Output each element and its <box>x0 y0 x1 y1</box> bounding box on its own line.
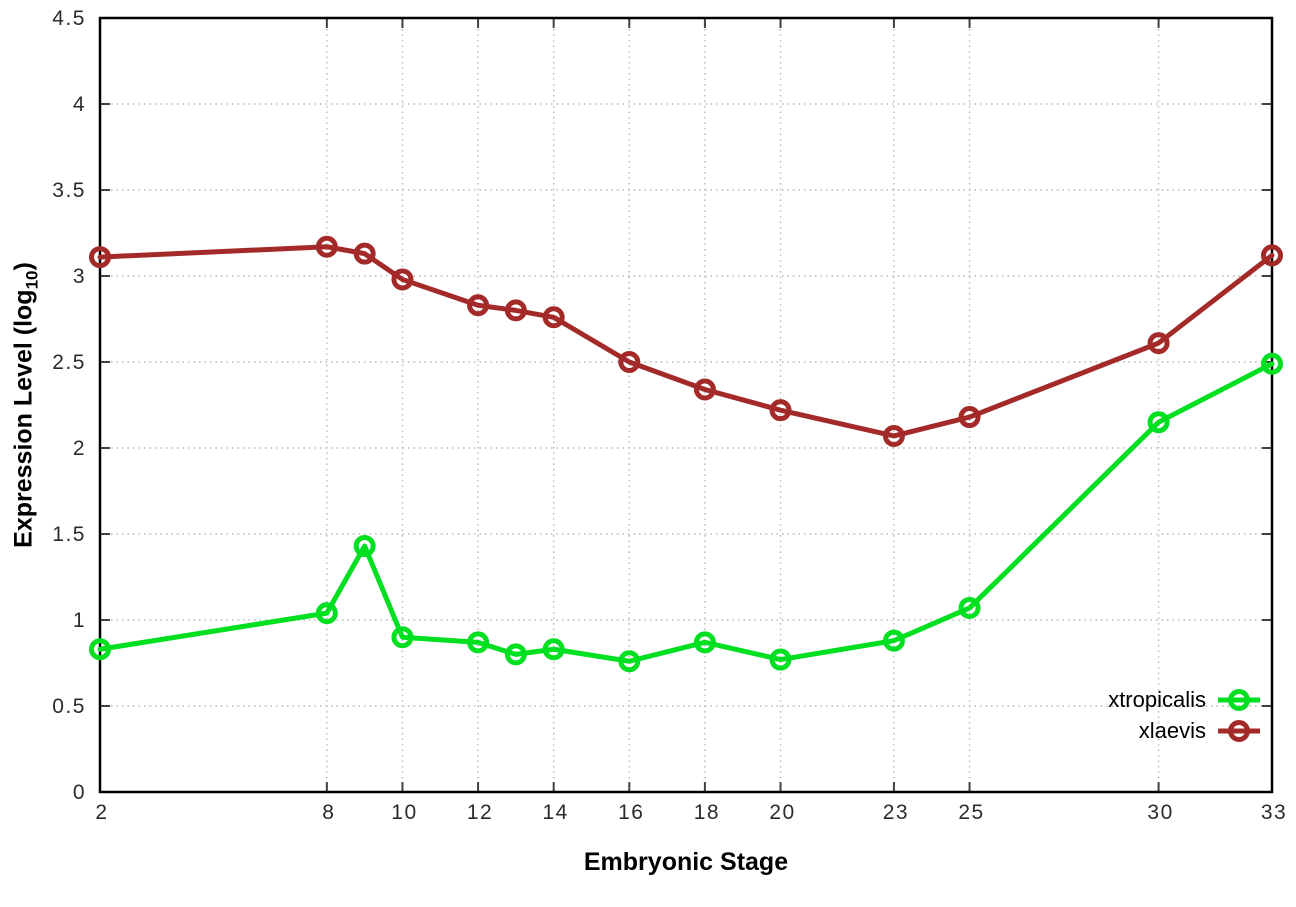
data-point-xtropicalis <box>542 638 565 661</box>
legend-item-xtropicalis: xtropicalis <box>1108 685 1262 714</box>
x-tick-label: 8 <box>322 801 335 824</box>
y-axis-title: Expression Level (log10) <box>10 262 43 548</box>
data-point-xlaevis <box>353 242 376 265</box>
x-tick-label: 12 <box>467 801 493 824</box>
data-point-xtropicalis <box>391 626 414 649</box>
legend-label-xlaevis: xlaevis <box>1138 717 1206 743</box>
x-tick-label: 10 <box>391 801 417 824</box>
y-tick-label: 4.5 <box>52 7 86 30</box>
data-point-xlaevis <box>693 378 716 401</box>
y-axis-title-close: ) <box>9 262 38 271</box>
y-tick-label: 2 <box>73 437 86 460</box>
data-point-xtropicalis <box>882 629 905 652</box>
data-point-xlaevis <box>769 399 792 422</box>
x-tick-label: 25 <box>958 801 984 824</box>
x-tick-label: 20 <box>769 801 795 824</box>
legend: xtropicalis xlaevis <box>1108 685 1262 745</box>
data-point-xtropicalis <box>693 631 716 654</box>
y-axis-title-text: Expression Level (log <box>9 289 38 548</box>
legend-marker-xtropicalis <box>1218 688 1260 711</box>
plot-border <box>98 16 1274 794</box>
x-tick-label: 16 <box>618 801 644 824</box>
series-line-xtropicalis <box>97 361 1275 664</box>
data-point-xtropicalis <box>353 535 376 558</box>
x-tick-label: 30 <box>1147 801 1173 824</box>
data-point-xtropicalis <box>504 643 527 666</box>
series-line-xlaevis <box>97 244 1275 439</box>
data-point-xlaevis <box>1147 332 1170 355</box>
legend-sample-point <box>1228 688 1250 711</box>
x-tick-label: 33 <box>1261 801 1287 824</box>
y-tick-label: 0 <box>73 781 86 804</box>
x-axis-title: Embryonic Stage <box>583 848 789 876</box>
y-tick-label: 4 <box>73 93 86 116</box>
data-point-xtropicalis <box>467 631 490 654</box>
data-point-xlaevis <box>958 406 981 429</box>
data-point-xlaevis <box>1261 244 1283 267</box>
data-point-xlaevis <box>618 351 641 373</box>
data-point-xtropicalis <box>618 650 641 673</box>
data-point-xtropicalis <box>1147 411 1170 434</box>
legend-sample-point <box>1228 719 1250 742</box>
y-tick-label: 3.5 <box>52 179 86 202</box>
data-point-xlaevis <box>504 299 527 322</box>
data-point-xlaevis <box>391 268 414 291</box>
y-tick-label: 0.5 <box>52 695 86 718</box>
y-tick-label: 1 <box>73 609 86 632</box>
legend-item-xlaevis: xlaevis <box>1139 716 1262 745</box>
data-point-xtropicalis <box>769 648 792 671</box>
data-point-xlaevis <box>542 306 565 329</box>
data-point-xtropicalis <box>315 602 338 625</box>
x-tick-label: 23 <box>883 801 909 824</box>
data-point-xlaevis <box>315 235 338 258</box>
data-point-xlaevis <box>882 424 905 447</box>
x-tick-label: 14 <box>542 801 568 824</box>
y-tick-label: 1.5 <box>52 523 86 546</box>
data-point-xlaevis <box>89 246 111 269</box>
data-point-xlaevis <box>467 294 490 317</box>
x-tick-label: 2 <box>95 801 108 824</box>
data-point-xtropicalis <box>1261 352 1283 375</box>
data-point-xtropicalis <box>89 638 111 661</box>
legend-label-xtropicalis: xtropicalis <box>1108 686 1206 712</box>
y-axis-title-subscript: 10 <box>22 270 42 290</box>
y-tick-label: 2.5 <box>52 351 86 374</box>
legend-marker-xlaevis <box>1218 719 1260 742</box>
x-tick-label: 18 <box>694 801 720 824</box>
y-tick-label: 3 <box>73 265 86 288</box>
data-point-xtropicalis <box>958 596 981 619</box>
